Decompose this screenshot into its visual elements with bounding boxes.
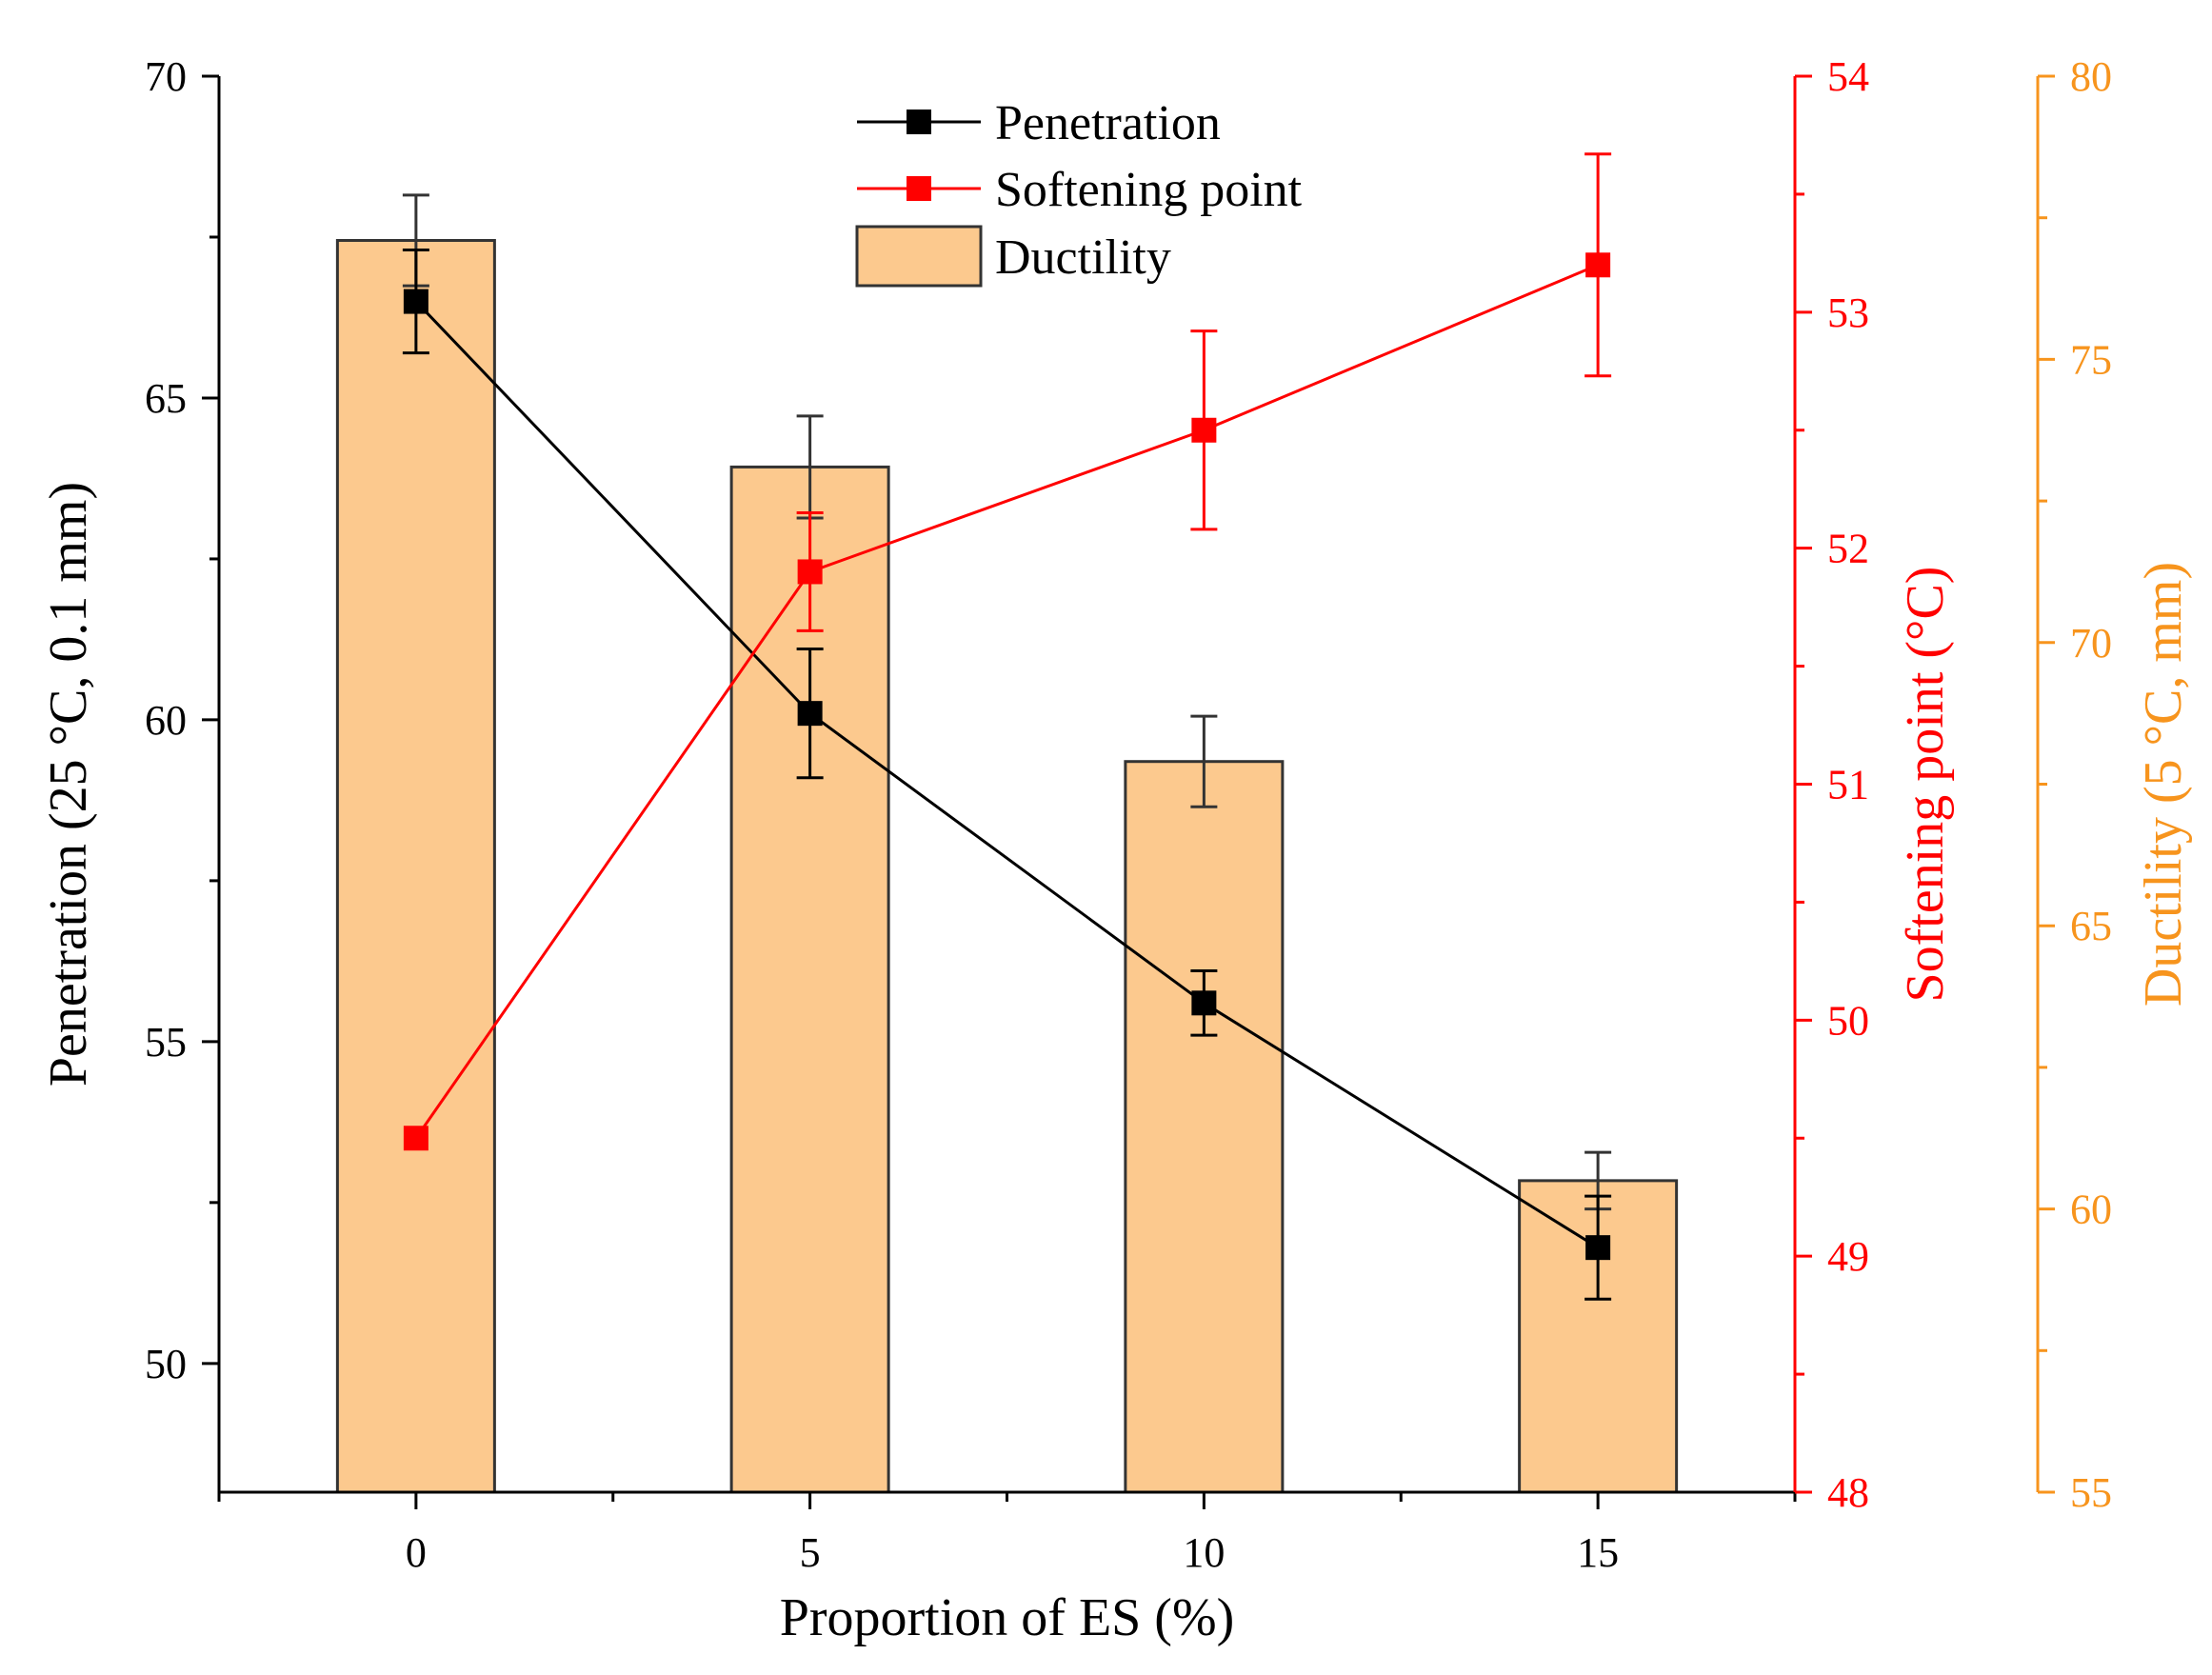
penetration-point xyxy=(1585,1235,1611,1261)
ductility-bar xyxy=(729,465,890,1494)
y-ductility-tick-label: 55 xyxy=(2070,1469,2112,1516)
ductility-bar xyxy=(335,238,496,1494)
x-axis-title: Proportion of ES (%) xyxy=(780,1588,1235,1647)
y-ductility-tick-label: 70 xyxy=(2070,620,2112,667)
legend-penetration-label: Penetration xyxy=(995,96,1221,150)
y-left-tick-label: 50 xyxy=(145,1341,187,1387)
penetration-line xyxy=(414,300,1599,1249)
axes: 0 5 10 15 50 55 60 65 70 48 49 50 51 52 53 54 55 60 65 70 75… xyxy=(145,53,2112,1576)
ductility-bars xyxy=(335,193,1679,1494)
penetration-point xyxy=(403,289,428,314)
y-ductility-tick-label: 75 xyxy=(2070,336,2112,383)
y-left-tick-label: 70 xyxy=(145,53,187,100)
y-softening-tick-label: 49 xyxy=(1827,1233,1869,1280)
y-axis-softening-title: Softening point (°C) xyxy=(1896,567,1955,1003)
legend-ductility-label: Ductility xyxy=(995,230,1171,285)
y-left-tick-label: 55 xyxy=(145,1019,187,1066)
legend: Penetration Softening point Ductility xyxy=(855,96,1303,288)
y-left-tick-label: 65 xyxy=(145,375,187,422)
data-lines xyxy=(402,152,1612,1301)
y-left-tick-label: 60 xyxy=(145,697,187,744)
legend-ductility-swatch xyxy=(855,225,983,288)
y-ductility-tick-label: 60 xyxy=(2070,1186,2112,1233)
x-tick-label: 10 xyxy=(1183,1529,1225,1576)
softening-point xyxy=(1191,417,1217,443)
y-softening-tick-label: 50 xyxy=(1827,997,1869,1044)
legend-softening-marker xyxy=(907,176,931,201)
y-softening-tick-label: 53 xyxy=(1827,289,1869,336)
softening-point xyxy=(1585,252,1611,278)
softening-point xyxy=(797,559,823,585)
y-ductility-tick-label: 65 xyxy=(2070,903,2112,949)
softening-line xyxy=(414,263,1599,1140)
legend-penetration-marker xyxy=(907,110,931,134)
y-axis-ductility-title: Ductility (5 °C, mm) xyxy=(2134,562,2193,1007)
y-softening-tick-label: 54 xyxy=(1827,53,1869,100)
x-tick-label: 15 xyxy=(1577,1529,1619,1576)
softening-point xyxy=(403,1126,428,1151)
y-softening-tick-label: 48 xyxy=(1827,1469,1869,1516)
y-axis-left-title: Penetration (25 °C, 0.1 mm) xyxy=(39,482,98,1087)
penetration-point xyxy=(1191,990,1217,1016)
penetration-point xyxy=(797,701,823,727)
x-tick-label: 5 xyxy=(800,1529,821,1576)
y-ductility-tick-label: 80 xyxy=(2070,53,2112,100)
x-tick-label: 0 xyxy=(406,1529,427,1576)
ductility-bar xyxy=(1124,760,1285,1494)
legend-softening-label: Softening point xyxy=(995,163,1303,217)
y-softening-tick-label: 52 xyxy=(1827,526,1869,572)
y-softening-tick-label: 51 xyxy=(1827,762,1869,808)
